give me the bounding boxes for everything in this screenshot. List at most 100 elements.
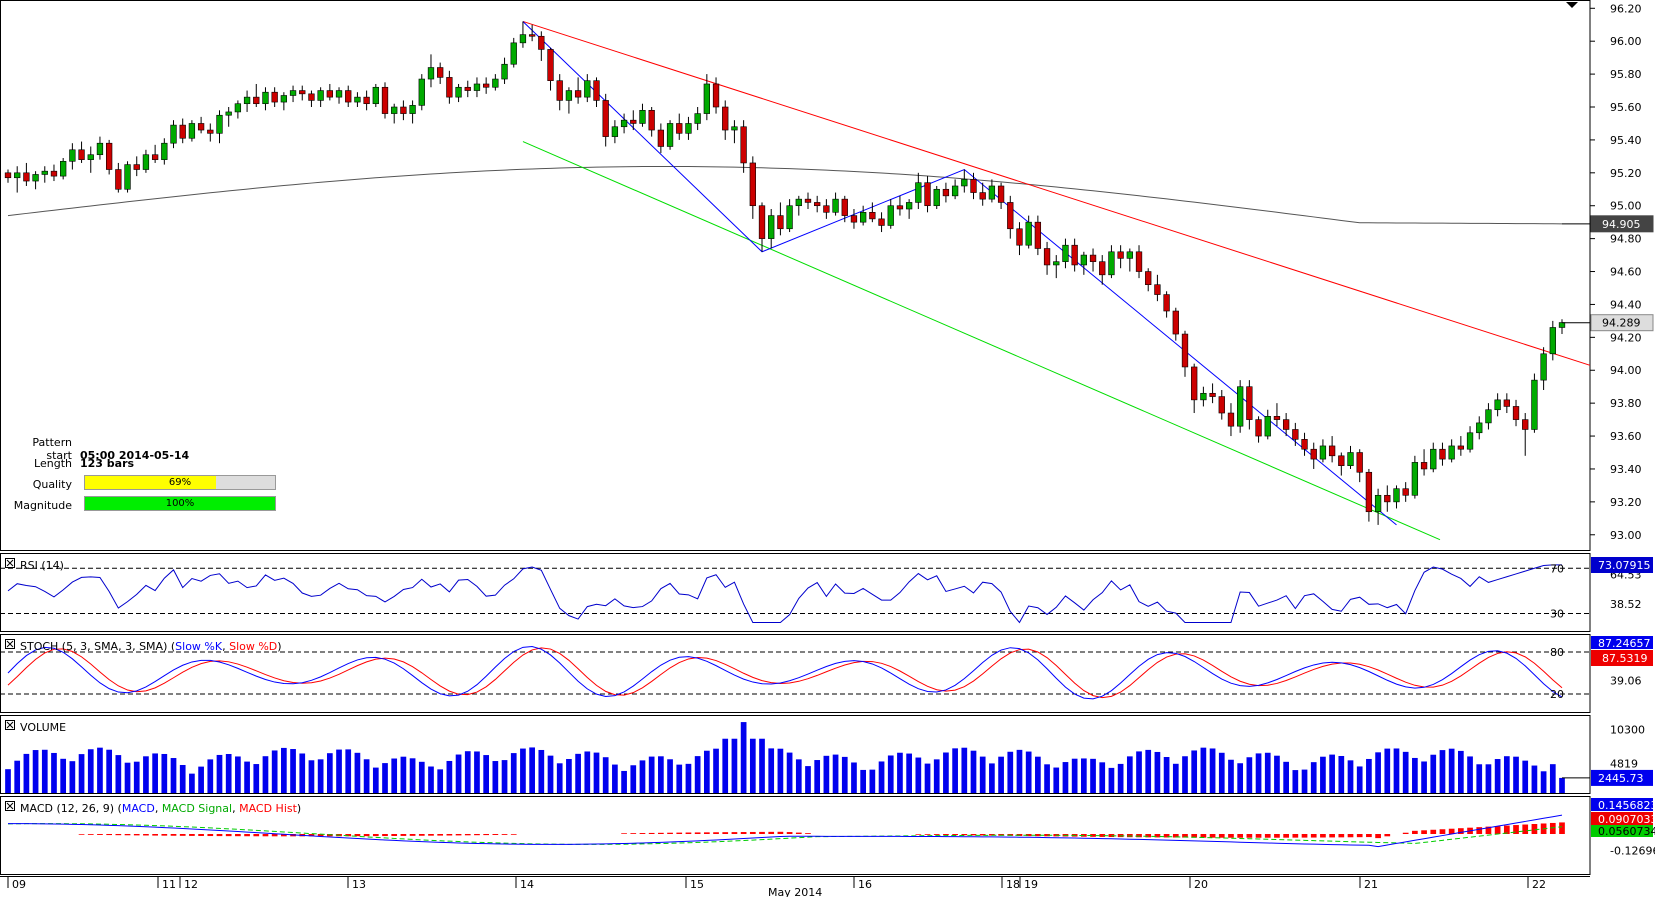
candle bbox=[970, 172, 977, 200]
price-tick-label: 95.80 bbox=[1610, 68, 1642, 81]
macd-hist-bar bbox=[1320, 834, 1326, 838]
volume-bar bbox=[382, 763, 388, 793]
macd-hist-bar bbox=[1209, 834, 1216, 838]
candle bbox=[1365, 468, 1373, 522]
volume-bar bbox=[464, 751, 471, 793]
candle-body bbox=[1485, 409, 1492, 424]
volume-bar bbox=[455, 754, 462, 793]
candle-body bbox=[1135, 251, 1143, 272]
price-tick-label: 95.00 bbox=[1610, 200, 1642, 213]
candle bbox=[951, 179, 959, 200]
macd-hist-bar bbox=[308, 834, 315, 837]
macd-hist-bar bbox=[474, 834, 480, 836]
price-tick-label: 94.00 bbox=[1610, 364, 1642, 377]
volume-bar bbox=[1393, 748, 1400, 793]
collapse-icon bbox=[6, 802, 14, 810]
macd-hist-bar bbox=[1145, 834, 1152, 838]
candle bbox=[924, 176, 931, 213]
candle bbox=[78, 141, 85, 163]
candle bbox=[1255, 416, 1262, 443]
volume-bar bbox=[860, 769, 867, 793]
candle-body bbox=[850, 215, 858, 223]
price-tick-label: 93.40 bbox=[1610, 463, 1642, 476]
macd-hist-bar bbox=[1384, 834, 1391, 837]
volume-bar bbox=[897, 752, 903, 793]
macd-hist-bar bbox=[1090, 834, 1096, 837]
candle-body bbox=[1384, 494, 1391, 503]
candle bbox=[234, 100, 242, 119]
macd-hist-bar bbox=[713, 832, 719, 834]
volume-bar bbox=[474, 751, 480, 793]
stoch-k-box bbox=[1591, 636, 1653, 649]
volume-bar bbox=[1090, 758, 1096, 793]
candle bbox=[1319, 439, 1327, 463]
volume-bar bbox=[437, 769, 444, 793]
candle-body bbox=[363, 96, 370, 105]
macd-hist-bar bbox=[805, 833, 811, 834]
volume-bar bbox=[1274, 755, 1280, 793]
candle bbox=[253, 83, 260, 108]
candle-body bbox=[602, 100, 609, 137]
candle-body bbox=[391, 106, 398, 114]
candle bbox=[1181, 330, 1189, 377]
candle-body bbox=[961, 179, 968, 187]
candle bbox=[1411, 455, 1419, 499]
candle-body bbox=[1531, 379, 1538, 430]
candle-body bbox=[243, 96, 251, 105]
price-tick-label: 93.20 bbox=[1610, 496, 1642, 509]
candle-body bbox=[1246, 386, 1253, 420]
volume-panel bbox=[5, 722, 1565, 793]
candle-body bbox=[768, 215, 775, 239]
candle bbox=[685, 116, 692, 140]
volume-bar bbox=[244, 761, 250, 793]
volume-bar bbox=[1476, 764, 1483, 793]
candle bbox=[1025, 215, 1032, 249]
candle bbox=[841, 195, 848, 223]
volume-bar bbox=[584, 751, 591, 793]
candle bbox=[1135, 245, 1143, 279]
candle bbox=[1356, 449, 1363, 483]
volume-bar bbox=[501, 760, 508, 793]
candle-body bbox=[1356, 452, 1363, 473]
candle bbox=[1246, 380, 1253, 430]
scroll-marker-icon bbox=[1566, 2, 1578, 8]
candle-body bbox=[997, 185, 1005, 203]
candle bbox=[905, 199, 913, 219]
time-tick-label: 15 bbox=[690, 878, 704, 891]
macd-hist-bar bbox=[786, 832, 793, 834]
candle-body bbox=[584, 80, 591, 98]
candle bbox=[786, 199, 793, 233]
macd-hist-bar bbox=[492, 834, 499, 835]
candle-body bbox=[23, 172, 30, 182]
candle-body bbox=[933, 188, 940, 207]
macd-hist-bar bbox=[1531, 824, 1538, 834]
candle bbox=[620, 113, 628, 134]
candle-body bbox=[1089, 254, 1097, 262]
volume-bar bbox=[805, 766, 811, 793]
candle-body bbox=[41, 170, 48, 175]
candle bbox=[437, 62, 444, 84]
macd-hist-bar bbox=[1301, 834, 1308, 838]
candle-body bbox=[409, 105, 416, 114]
volume-bar bbox=[1347, 760, 1354, 793]
candle-body bbox=[1071, 244, 1078, 266]
candle bbox=[32, 171, 39, 190]
macd-hist-bar bbox=[667, 832, 673, 834]
macd-hist-bar bbox=[115, 834, 122, 836]
candle-body bbox=[253, 96, 260, 105]
candle-body bbox=[418, 78, 425, 106]
candle bbox=[105, 139, 113, 175]
candle bbox=[354, 92, 361, 108]
macd-hist-bar bbox=[639, 833, 646, 834]
candle-body bbox=[96, 142, 104, 156]
candle bbox=[473, 77, 481, 98]
macd-hist-bar bbox=[658, 832, 664, 834]
volume-bar bbox=[556, 763, 563, 793]
candle bbox=[574, 77, 582, 104]
macd-hist-bar bbox=[1274, 834, 1280, 838]
macd-hist-bar bbox=[207, 834, 214, 837]
macd-signal-label: 0.0560734 bbox=[1598, 825, 1655, 838]
macd-hist-bar bbox=[1476, 827, 1483, 834]
candle bbox=[501, 57, 508, 84]
candle-body bbox=[1393, 488, 1400, 503]
